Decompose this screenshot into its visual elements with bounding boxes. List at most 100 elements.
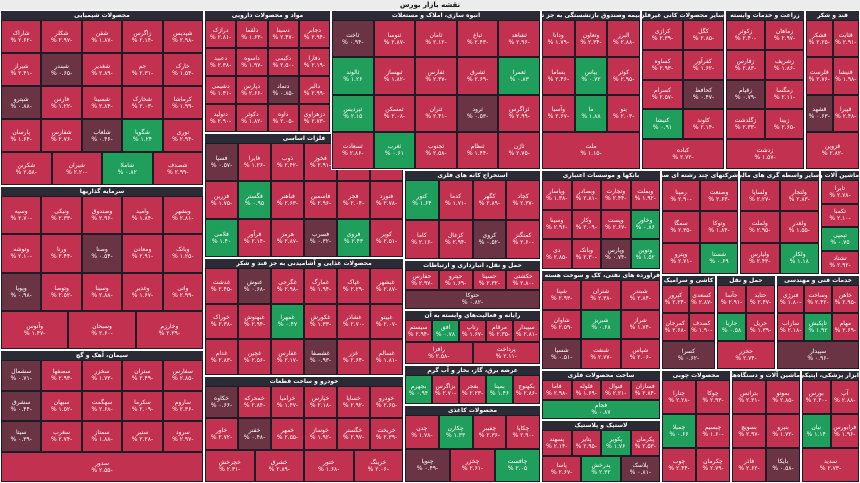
stock-symbol: البرز bbox=[617, 31, 630, 39]
stock-change: -۲.۷۳ % bbox=[819, 465, 842, 472]
stock-symbol: کرماشا bbox=[173, 95, 192, 103]
stock-tile: وخاور ۰.۸۶ % bbox=[630, 209, 660, 240]
stock-tile: کصدف -۱.۹۰ % bbox=[688, 313, 715, 341]
stock-tile: پلاسک -۰.۸۱ % bbox=[620, 456, 660, 482]
stock-change: -۲.۷۰ % bbox=[10, 215, 32, 223]
stock-tile: زقیام -۰.۷۹ % bbox=[726, 79, 765, 110]
stock-change: -۲.۹۶ % bbox=[91, 215, 113, 223]
stock-tile: قشهد -۰.۶۳ % bbox=[806, 94, 833, 132]
stock-symbol: فسرب bbox=[311, 231, 330, 238]
stock-symbol: بساما bbox=[551, 68, 566, 76]
stock-tile: پاسا -۲.۶۷ % bbox=[542, 456, 582, 482]
stock-tile: قپیرا -۲.۴۸ % bbox=[832, 94, 859, 132]
stock-symbol: درازک bbox=[212, 27, 229, 34]
stock-change: -۲.۷۰ % bbox=[434, 389, 457, 397]
stock-change: -۲.۶۵ % bbox=[375, 402, 398, 409]
stock-symbol: سغرب bbox=[53, 429, 71, 437]
stock-symbol: غبشهر bbox=[378, 278, 395, 286]
stock-change: -۱.۷۲ % bbox=[772, 431, 794, 438]
stock-change: -۲.۸۸ % bbox=[834, 397, 856, 404]
stock-symbol: ونوین bbox=[638, 247, 653, 255]
stock-tile: سفارس -۲.۸۵ % bbox=[162, 360, 203, 391]
stock-change: -۲.۸۶ % bbox=[515, 389, 538, 397]
stock-symbol: کویر bbox=[381, 231, 392, 238]
stock-tile: فنورد -۲.۷۸ % bbox=[370, 181, 403, 219]
stock-symbol: کرازی bbox=[654, 27, 671, 35]
stock-tile: پدرخش ۲.۳۲ % bbox=[581, 456, 621, 482]
stock-change: -۲.۸۵ % bbox=[692, 34, 715, 42]
stock-tile: زگلدشت -۲.۳۳ % bbox=[726, 109, 765, 140]
stock-change: -۲.۳۸ % bbox=[210, 321, 233, 329]
stock-symbol: فگستر bbox=[246, 193, 263, 200]
stock-tile: دی -۲.۸۵ % bbox=[542, 239, 572, 269]
stock-symbol: چکرمان bbox=[703, 458, 723, 465]
stock-tile: ذوب -۲.۴۲ % bbox=[271, 143, 304, 181]
stock-symbol: کصدف bbox=[693, 320, 711, 327]
stock-change: -۲.۷۲ % bbox=[210, 434, 233, 441]
stock-symbol: کمرجان bbox=[665, 320, 686, 327]
stock-change: -۲.۹۷ % bbox=[342, 434, 365, 441]
stock-tile: ولپارس -۲.۴۳ % bbox=[740, 242, 780, 274]
stock-tile: ثتران -۲.۴۱ % bbox=[415, 94, 457, 132]
stock-symbol: وبانک bbox=[176, 246, 190, 254]
stock-change: -۲.۵۵ % bbox=[91, 466, 113, 474]
stock-symbol: فزرین bbox=[213, 193, 230, 200]
stock-change: -۲.۹۵ % bbox=[575, 443, 597, 450]
stock-symbol: تایرا bbox=[834, 184, 846, 192]
stock-symbol: خزامیا bbox=[279, 395, 296, 402]
sector-title: محصولات غذایی و آشامیدنی به جز قند و شکر bbox=[236, 260, 372, 267]
stock-symbol: خپارس bbox=[311, 395, 330, 402]
sector-title: حمل و نقل، انبارداری و ارتباطات bbox=[423, 262, 522, 269]
stock-change: -۲.۸۴ % bbox=[634, 389, 656, 397]
stock-symbol: وآسیا bbox=[551, 106, 565, 114]
stock-tile: غنوش -۰.۶۸ % bbox=[238, 268, 271, 304]
stock-change: -۲.۸۲ % bbox=[821, 150, 844, 158]
stock-change: -۲.۹۱ % bbox=[720, 299, 743, 306]
stock-tile: شخارک -۲.۰۳ % bbox=[122, 86, 163, 119]
stock-change: -۲.۴۴ % bbox=[50, 253, 73, 261]
stock-change: -۲.۴۰ % bbox=[734, 34, 757, 42]
stock-tile: ما ۱.۸۸ % bbox=[574, 94, 608, 132]
stock-symbol: وبصادر bbox=[577, 187, 595, 195]
stock-tile: کمرجان -۲.۶۸ % bbox=[662, 313, 689, 341]
stock-tile: حاریا ۰.۵۸ % bbox=[717, 313, 746, 341]
stock-change: -۱.۸۲ % bbox=[383, 75, 406, 83]
stock-tile: غچین -۲.۵۶ % bbox=[238, 339, 271, 375]
stock-tile: شفارس -۲.۷۶ % bbox=[41, 119, 82, 152]
stock-symbol: بسویچ bbox=[741, 424, 757, 431]
stock-symbol: سخزر bbox=[94, 368, 110, 376]
stock-symbol: ملت bbox=[585, 143, 597, 151]
stock-change: -۲.۸۹ % bbox=[268, 466, 290, 473]
stock-change: -۲.۸۸ % bbox=[613, 38, 635, 46]
stock-tile: کحافظ -۰.۴۷ % bbox=[683, 79, 724, 110]
sector: سایر واسطه گری های مالی ولتجار -۲.۸۳ % ولسا… bbox=[739, 170, 820, 275]
stock-tile: ونوین ۱.۵۲ % bbox=[630, 239, 660, 269]
stock-tile: کفرآور -۱.۶۲ % bbox=[683, 49, 724, 80]
stock-change: -۲.۱۴ % bbox=[692, 124, 715, 132]
stock-tile: ثنوسا -۲.۸۷ % bbox=[373, 20, 416, 58]
stock-symbol: سهگمت bbox=[91, 398, 113, 406]
stock-symbol: خرینگ bbox=[370, 459, 387, 466]
stock-symbol: تشتاد bbox=[833, 255, 847, 263]
stock-tile: شگویا ۱.۲۴ % bbox=[122, 119, 163, 152]
stock-symbol: ثاخت bbox=[346, 31, 360, 39]
stock-tile: کباده -۲.۷۲ % bbox=[642, 139, 724, 169]
stock-symbol: دجابر bbox=[307, 27, 321, 34]
sector: سیمان، آهک و گچ سفارس -۲.۸۵ % ستران -۲.۴۹ % س… bbox=[0, 350, 204, 483]
stock-change: -۰.۶۳ % bbox=[808, 113, 830, 121]
stock-tile: شاوان -۲.۵۹ % bbox=[542, 309, 582, 340]
stock-symbol: فاذر bbox=[743, 458, 755, 465]
stock-symbol: پرداخت bbox=[496, 346, 516, 353]
stock-symbol: وکار bbox=[581, 217, 592, 225]
stock-symbol: ونیکی bbox=[54, 208, 69, 216]
stock-symbol: حپترو bbox=[448, 272, 463, 280]
stock-change: -۲.۹۰ % bbox=[512, 431, 534, 439]
stock-symbol: پدرخش bbox=[591, 462, 611, 469]
stock-tile: غگرجی -۲.۹۸ % bbox=[271, 268, 304, 304]
stock-change: -۲.۶۶ % bbox=[241, 90, 263, 97]
stock-tile: ثبهساز -۱.۸۲ % bbox=[373, 57, 416, 95]
stock-change: -۲.۹۷ % bbox=[172, 436, 194, 444]
stock-symbol: چمیلا bbox=[672, 424, 686, 431]
stock-tile: چبسیم -۱.۶۰ % bbox=[696, 414, 730, 448]
